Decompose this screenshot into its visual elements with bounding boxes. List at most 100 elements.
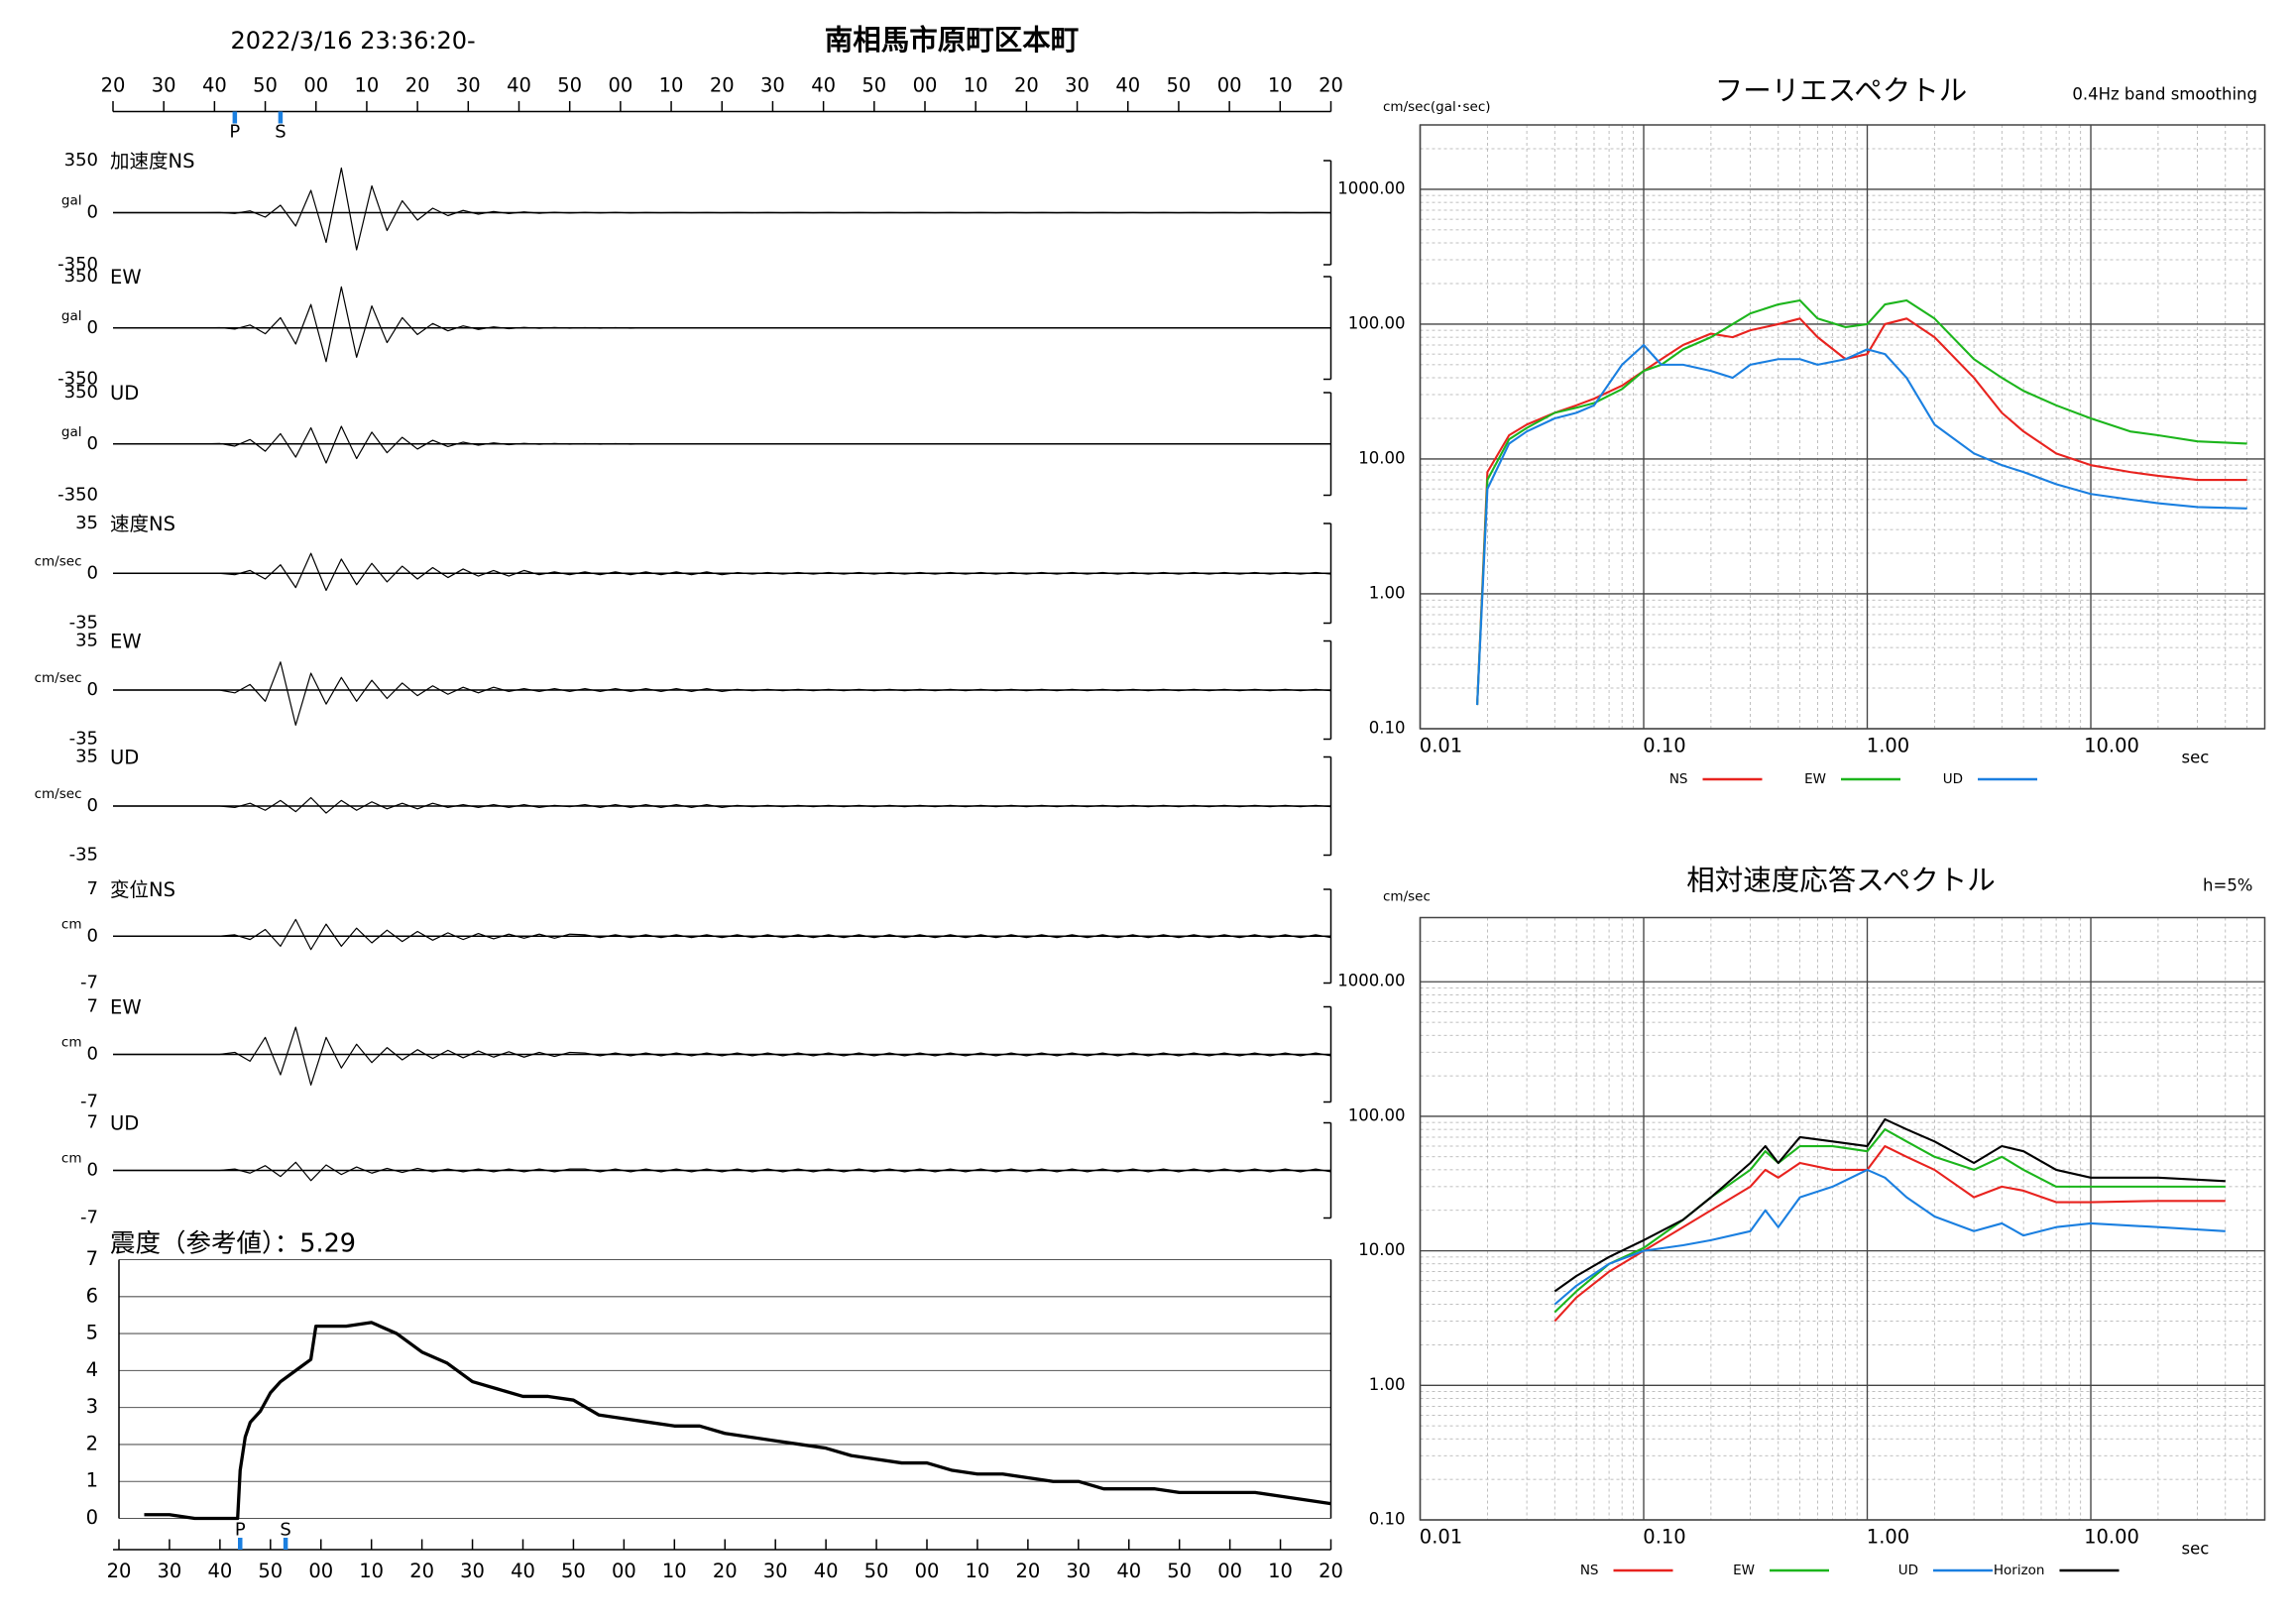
- record-time: 2022/3/16 23:36:20-: [231, 27, 476, 55]
- x-tick-label: 40: [1116, 1560, 1141, 1582]
- panel-label: EW: [110, 631, 142, 653]
- x-tick-label: 00: [608, 74, 632, 97]
- y-tick-label: 7: [86, 1247, 98, 1270]
- panel-label: UD: [110, 747, 139, 769]
- x-tick-label: 40: [207, 1560, 232, 1582]
- x-tick-label: 50: [1167, 74, 1192, 97]
- y-tick-label: 35: [75, 513, 98, 533]
- x-tick-label: 20: [710, 74, 735, 97]
- x-tick-label: 40: [507, 74, 531, 97]
- x-tick-label: 50: [561, 1560, 586, 1582]
- y-tick-label: 350: [64, 150, 98, 171]
- waveform: [113, 1026, 1331, 1086]
- x-tick-label: 30: [1065, 74, 1090, 97]
- x-tick-label: 10: [659, 74, 684, 97]
- legend-label: NS: [1580, 1563, 1599, 1578]
- waveform: [113, 167, 1331, 251]
- waveform: [113, 918, 1331, 951]
- y-tick-label: 7: [87, 996, 98, 1017]
- x-tick-label: 40: [1115, 74, 1140, 97]
- spectrum-line: [1553, 1144, 2226, 1323]
- x-tick-label: 20: [1319, 1560, 1343, 1582]
- x-tick-label: 0.10: [1643, 1526, 1685, 1549]
- legend-label: Horizon: [1994, 1563, 2045, 1578]
- y-tick-label: -350: [57, 369, 98, 390]
- y-tick-label: 0: [87, 679, 98, 700]
- chart-subtitle: h=5%: [2203, 876, 2252, 895]
- panel-label: UD: [110, 382, 139, 405]
- x-tick-label: 50: [1167, 1560, 1192, 1582]
- y-tick-label: 1.00: [1369, 583, 1406, 602]
- waveform: [113, 796, 1331, 814]
- y-tick-label: 4: [86, 1358, 98, 1381]
- x-tick-label: 00: [915, 1560, 940, 1582]
- plot-frame: [1419, 916, 2266, 1521]
- intensity-line: [144, 1321, 1331, 1521]
- x-tick-label: 50: [861, 74, 886, 97]
- unit-label: gal: [61, 308, 82, 324]
- x-tick-label: 20: [1014, 74, 1039, 97]
- x-tick-label: 40: [202, 74, 227, 97]
- x-tick-label: 00: [1217, 74, 1242, 97]
- chart-title: 震度（参考値）：5.29: [110, 1229, 356, 1259]
- y-tick-label: 0: [87, 1044, 98, 1065]
- spectrum-line: [1553, 1128, 2226, 1314]
- x-tick-label: 20: [1319, 74, 1343, 97]
- y-tick-label: 0: [86, 1506, 98, 1529]
- unit-label: cm/sec: [35, 553, 82, 569]
- y-tick-label: 0: [87, 562, 98, 583]
- y-tick-label: -7: [80, 1208, 98, 1228]
- chart-title: フーリエスペクトル: [1715, 74, 1968, 107]
- y-tick-label: 10.00: [1358, 1240, 1405, 1259]
- y-tick-label: 0: [87, 1160, 98, 1181]
- chart-title: 相対速度応答スペクトル: [1686, 865, 1996, 897]
- unit-label: cm: [61, 1035, 82, 1051]
- x-tick-label: 30: [760, 74, 785, 97]
- y-tick-label: 350: [64, 382, 98, 403]
- x-axis-label: sec: [2182, 1540, 2210, 1559]
- y-tick-label: 6: [86, 1284, 98, 1307]
- legend-label: UD: [1943, 771, 1963, 787]
- y-tick-label: -35: [69, 613, 98, 634]
- unit-label: gal: [61, 424, 82, 440]
- x-tick-label: 30: [460, 1560, 485, 1582]
- y-tick-label: 1000.00: [1337, 178, 1405, 197]
- x-tick-label: 50: [557, 74, 582, 97]
- panel-label: UD: [110, 1112, 139, 1135]
- legend-label: EW: [1733, 1563, 1755, 1578]
- x-tick-label: 30: [456, 74, 481, 97]
- x-tick-label: 30: [1066, 1560, 1091, 1582]
- y-tick-label: -7: [80, 973, 98, 993]
- phase-label: S: [275, 122, 286, 143]
- y-tick-label: 7: [87, 1112, 98, 1133]
- x-tick-label: 10: [355, 74, 380, 97]
- x-tick-label: 00: [303, 74, 328, 97]
- x-tick-label: 00: [913, 74, 938, 97]
- x-tick-label: 30: [152, 74, 176, 97]
- y-tick-label: -7: [80, 1092, 98, 1112]
- y-tick-label: 0: [87, 202, 98, 223]
- x-tick-label: 0.01: [1420, 735, 1462, 757]
- y-tick-label: 2: [86, 1432, 98, 1454]
- unit-label: gal: [61, 193, 82, 209]
- waveform: [113, 1161, 1331, 1182]
- y-tick-label: -35: [69, 845, 98, 866]
- x-tick-label: 00: [612, 1560, 636, 1582]
- x-tick-label: 1.00: [1867, 735, 1909, 757]
- phase-label: P: [229, 122, 240, 143]
- legend-label: NS: [1669, 771, 1688, 787]
- waveform: [113, 286, 1331, 363]
- y-tick-label: 10.00: [1358, 448, 1405, 467]
- y-tick-label: 7: [87, 878, 98, 899]
- x-tick-label: 10: [964, 74, 988, 97]
- y-tick-label: 0: [87, 317, 98, 338]
- x-tick-label: 20: [713, 1560, 738, 1582]
- x-tick-label: 00: [1217, 1560, 1242, 1582]
- x-tick-label: 1.00: [1867, 1526, 1909, 1549]
- y-tick-label: 0.10: [1369, 1510, 1406, 1529]
- chart-subtitle: 0.4Hz band smoothing: [2072, 85, 2257, 104]
- x-tick-label: 40: [511, 1560, 535, 1582]
- y-tick-label: 100.00: [1348, 1105, 1406, 1124]
